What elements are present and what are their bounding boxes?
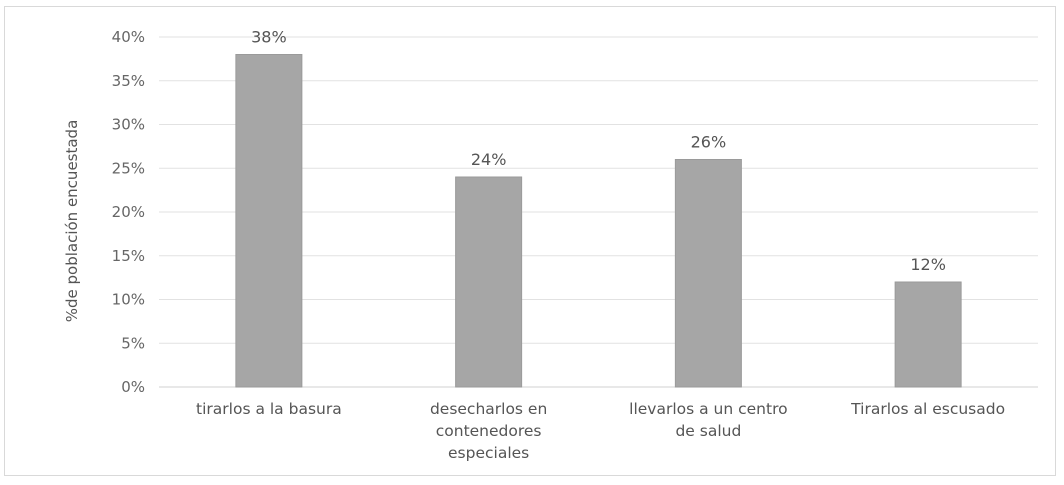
category-label: tirarlos a la basura <box>196 400 342 418</box>
bar-chart: 0% 5% 10% 15% 20% 25% 30% 35% 40% 38% 24% 26% 12% t… <box>63 28 1038 462</box>
y-tick-label: 15% <box>112 247 145 265</box>
bar <box>894 281 962 388</box>
data-label: 26% <box>691 133 727 152</box>
category-label: Tirarlos al escusado <box>850 400 1005 418</box>
data-label: 24% <box>471 150 507 169</box>
data-label: 12% <box>910 255 946 274</box>
y-tick-label: 0% <box>121 378 145 396</box>
category-label: llevarlos a un centro de salud <box>629 400 787 440</box>
y-tick-label: 40% <box>112 28 145 46</box>
y-tick-label: 20% <box>112 203 145 221</box>
data-label: 38% <box>251 28 287 47</box>
y-axis-label: %de población encuestada <box>63 120 81 323</box>
bar <box>674 159 742 388</box>
chart-frame: 0% 5% 10% 15% 20% 25% 30% 35% 40% 38% 24% 26% 12% t… <box>4 6 1056 476</box>
bar <box>455 176 523 388</box>
y-tick-label: 5% <box>121 334 145 352</box>
bar <box>235 54 303 388</box>
y-tick-label: 35% <box>112 72 145 90</box>
y-tick-label: 25% <box>112 159 145 177</box>
y-tick-label: 30% <box>112 116 145 134</box>
category-label: desecharlos en contenedores especiales <box>430 400 547 462</box>
y-tick-label: 10% <box>112 291 145 309</box>
